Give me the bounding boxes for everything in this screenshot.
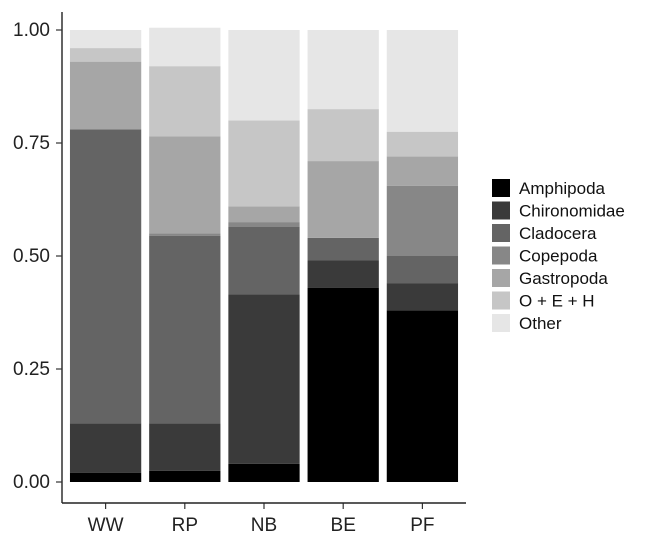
bar-segment-be-1	[307, 287, 379, 482]
bar-segment-pf-7	[386, 30, 459, 132]
bar-segment-pf-3	[386, 256, 459, 284]
legend-swatch	[492, 314, 510, 332]
bar-segment-pf-1	[386, 310, 459, 482]
bar-segment-pf-2	[386, 283, 459, 311]
legend-label: O + E + H	[519, 292, 595, 311]
legend-label: Copepoda	[519, 247, 598, 266]
x-axis: WW RP NB BE PF	[62, 502, 466, 535]
bar-segment-pf-4	[386, 185, 459, 256]
bar-segment-ww-6	[69, 48, 142, 62]
legend-label: Cladocera	[519, 224, 597, 243]
bar-segment-rp-2	[149, 423, 221, 471]
y-tick-label: 1.00	[13, 20, 50, 41]
bar-segment-ww-5	[69, 61, 142, 130]
bar-segment-rp-3	[149, 235, 221, 424]
y-tick-label: 0.25	[13, 359, 50, 380]
y-tick-label: 0.50	[13, 246, 50, 267]
legend-swatch	[492, 201, 510, 220]
y-tick-label: 0.75	[13, 133, 50, 154]
x-tick-label: WW	[88, 515, 124, 535]
y-axis: 0.00 0.25 0.50 0.75 1.00	[13, 12, 63, 503]
bar-segment-rp-1	[149, 470, 221, 482]
legend-swatch	[492, 224, 510, 242]
bar-segment-ww-7	[69, 30, 142, 49]
bar-segment-be-3	[307, 237, 379, 261]
bar-segment-nb-6	[228, 120, 300, 207]
bar-segment-ww-3	[69, 129, 142, 424]
bar-segment-rp-6	[149, 66, 221, 137]
bar-segment-ww-2	[69, 423, 142, 473]
bar-segment-rp-4	[149, 233, 221, 236]
x-tick-label: PF	[410, 515, 434, 535]
legend-label: Chironomidae	[519, 202, 625, 221]
x-tick-label: NB	[251, 515, 277, 535]
bar-segment-pf-5	[386, 156, 459, 186]
plot-area	[69, 27, 459, 482]
legend-swatch	[492, 291, 510, 310]
legend-label: Gastropoda	[519, 269, 608, 288]
bar-segment-be-2	[307, 260, 379, 288]
bar-segment-rp-7	[149, 27, 221, 67]
legend-label: Other	[519, 314, 562, 333]
x-tick-label: RP	[172, 515, 198, 535]
y-tick-label: 0.00	[13, 472, 50, 493]
bar-segment-nb-4	[228, 222, 300, 227]
bar-segment-nb-7	[228, 30, 300, 121]
x-tick-label: BE	[331, 515, 356, 535]
legend-swatch	[492, 179, 510, 197]
bar-segment-ww-1	[69, 472, 142, 482]
legend: Amphipoda Chironomidae Cladocera Copepoda Ga…	[492, 179, 625, 333]
bar-segment-be-6	[307, 109, 379, 162]
bar-segment-be-5	[307, 161, 379, 238]
bar-segment-be-7	[307, 30, 379, 110]
bar-segment-nb-3	[228, 226, 300, 295]
bar-segment-pf-6	[386, 131, 459, 157]
bar-segment-nb-1	[228, 463, 300, 482]
legend-label: Amphipoda	[519, 179, 606, 198]
legend-swatch	[492, 246, 510, 265]
legend-swatch	[492, 269, 510, 287]
bar-segment-nb-2	[228, 294, 300, 464]
bar-segment-nb-5	[228, 206, 300, 223]
bar-segment-rp-5	[149, 136, 221, 234]
